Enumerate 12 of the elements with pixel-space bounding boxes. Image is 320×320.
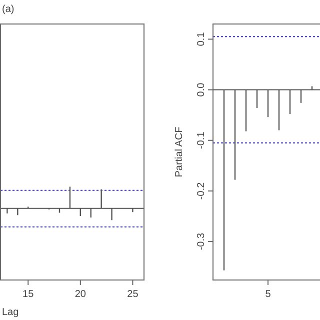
y-axis-title: Partial ACF — [174, 126, 185, 178]
y-tick-label: 0.1 — [196, 32, 207, 46]
text: (a) — [2, 4, 14, 15]
x-tick-label: 25 — [127, 289, 139, 300]
y-tick-label: 0.0 — [196, 82, 207, 97]
x-tick-label: 5 — [265, 289, 272, 300]
x-axis-title: Lag — [2, 307, 19, 318]
y-tick-label: -0.2 — [196, 182, 207, 200]
y-tick-label: -0.3 — [196, 232, 207, 250]
x-tick-label: 15 — [22, 289, 34, 300]
y-tick-label: -0.1 — [196, 131, 207, 149]
x-tick-label: 20 — [74, 289, 86, 300]
